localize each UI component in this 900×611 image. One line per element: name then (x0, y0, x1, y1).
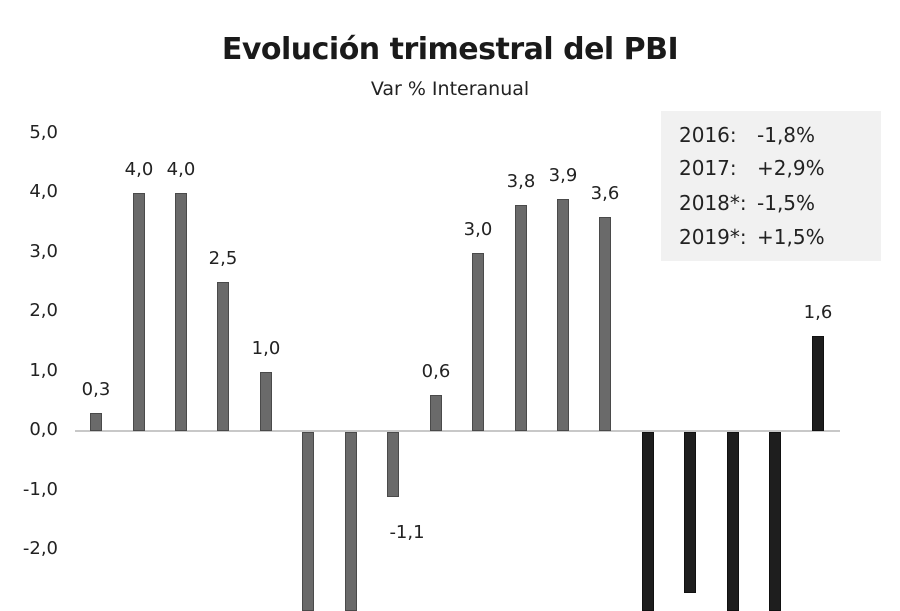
bar (175, 193, 187, 431)
bar (812, 335, 824, 431)
bar (642, 432, 654, 611)
bar (133, 193, 145, 431)
summary-value: -1,8% (757, 123, 816, 147)
summary-year: 2019*: (679, 225, 747, 249)
data-label: 4,0 (166, 159, 196, 180)
summary-row-2018: 2018*: -1,5% (679, 191, 815, 215)
data-label: 1,0 (251, 337, 281, 359)
bar (769, 432, 781, 611)
data-label: 3,8 (506, 170, 536, 192)
bar (387, 432, 399, 498)
data-label: 0,6 (421, 361, 451, 383)
y-tick-label: -1,0 (22, 478, 58, 500)
bar (515, 204, 527, 431)
bar (684, 432, 696, 593)
summary-row-2019: 2019*: +1,5% (679, 225, 825, 249)
bar (430, 395, 442, 431)
summary-row-2016: 2016: -1,8% (679, 123, 815, 147)
bar (217, 282, 229, 431)
data-label: 2,5 (208, 248, 238, 270)
summary-row-2017: 2017: +2,9% (679, 156, 825, 180)
y-tick-label: 2,0 (29, 300, 58, 321)
chart-subtitle: Var % Interanual (370, 78, 530, 100)
summary-value: -1,5% (757, 191, 816, 215)
data-label: 1,6 (803, 301, 833, 323)
y-tick-label: 1,0 (29, 359, 58, 381)
summary-year: 2016: (679, 123, 737, 147)
y-tick-label: 5,0 (29, 121, 58, 143)
bar (727, 432, 739, 611)
data-label: 3,6 (590, 182, 620, 204)
y-tick-label: -2,0 (22, 538, 58, 559)
zero-baseline (75, 430, 840, 432)
bar (260, 371, 272, 431)
bar (557, 198, 569, 431)
chart-title: Evolución trimestral del PBI (221, 32, 679, 67)
data-label: 4,0 (124, 159, 154, 180)
y-tick-label: 4,0 (29, 181, 58, 202)
data-label: 3,9 (548, 164, 578, 186)
summary-year: 2017: (679, 156, 737, 180)
bar (90, 413, 102, 431)
summary-value: +1,5% (757, 225, 825, 249)
data-label: 0,3 (81, 379, 111, 401)
bar (472, 252, 484, 431)
y-tick-label: 0,0 (29, 419, 58, 440)
y-tick-label: 3,0 (29, 240, 58, 262)
data-label: -1,1 (389, 522, 425, 544)
bar (302, 432, 314, 611)
summary-year: 2018*: (679, 191, 747, 215)
bar (599, 216, 611, 431)
bar (345, 432, 357, 611)
data-label: 3,0 (463, 218, 493, 240)
annual-summary-box: 2016: -1,8% 2017: +2,9% 2018*: -1,5% 2019*:… (661, 111, 881, 261)
summary-value: +2,9% (757, 156, 825, 180)
